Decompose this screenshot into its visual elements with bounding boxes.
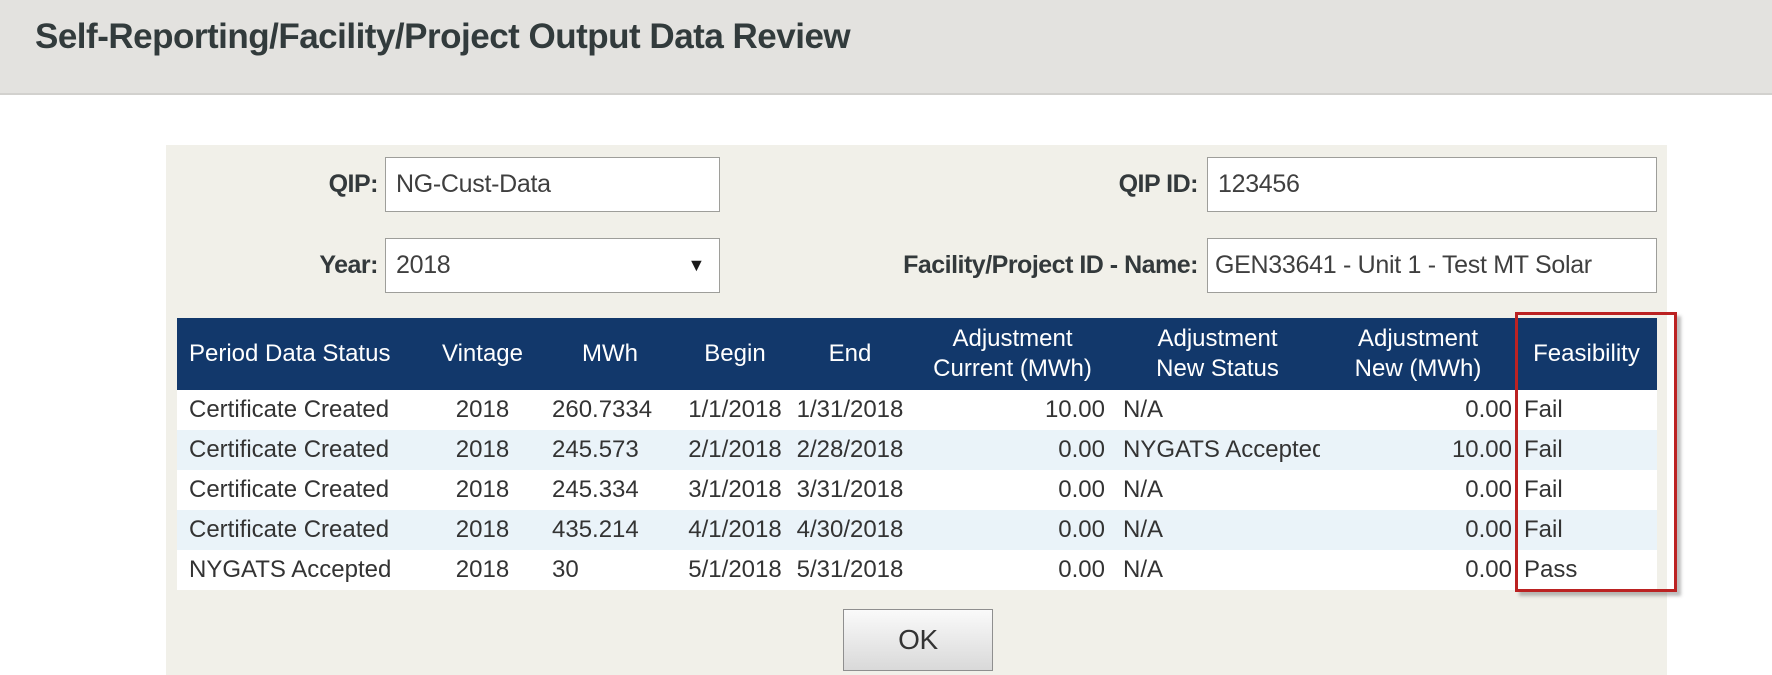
facility-input[interactable] bbox=[1207, 238, 1657, 293]
adj-new-status-cell: N/A bbox=[1123, 556, 1164, 583]
period-status-link[interactable]: Certificate Created bbox=[189, 516, 390, 543]
table-row: Certificate Created 2018 435.214 4/1/201… bbox=[177, 510, 1657, 550]
adj-current-cell: 0.00 bbox=[1058, 436, 1105, 463]
year-dropdown[interactable]: 2018 ▼ bbox=[385, 238, 720, 293]
mwh-cell: 435.214 bbox=[552, 516, 639, 543]
column-header-vintage: Vintage bbox=[425, 318, 540, 390]
page-title: Self-Reporting/Facility/Project Output D… bbox=[35, 17, 851, 56]
feasibility-cell: Pass bbox=[1524, 556, 1578, 583]
qip-id-label: QIP ID: bbox=[1118, 170, 1199, 198]
column-header-mwh: MWh bbox=[540, 318, 680, 390]
table-row: Certificate Created 2018 260.7334 1/1/20… bbox=[177, 390, 1657, 430]
adj-current-cell: 0.00 bbox=[1058, 556, 1105, 583]
adj-new-status-link[interactable]: NYGATS Accepted bbox=[1123, 436, 1320, 463]
vintage-cell: 2018 bbox=[455, 396, 510, 423]
adj-new-cell: 0.00 bbox=[1465, 476, 1512, 503]
begin-cell: 3/1/2018 bbox=[688, 476, 782, 503]
end-cell: 2/28/2018 bbox=[796, 436, 904, 463]
begin-cell: 2/1/2018 bbox=[688, 436, 782, 463]
table-row: Certificate Created 2018 245.334 3/1/201… bbox=[177, 470, 1657, 510]
vintage-cell: 2018 bbox=[455, 436, 510, 463]
qip-input[interactable] bbox=[385, 157, 720, 212]
adj-new-status-cell: N/A bbox=[1123, 516, 1164, 543]
begin-cell: 4/1/2018 bbox=[688, 516, 782, 543]
feasibility-cell: Fail bbox=[1524, 476, 1563, 503]
output-data-table: Period Data Status Vintage MWh Begin End… bbox=[177, 318, 1657, 590]
vintage-cell: 2018 bbox=[455, 556, 510, 583]
feasibility-cell: Fail bbox=[1524, 516, 1563, 543]
column-header-begin: Begin bbox=[680, 318, 790, 390]
adj-new-status-cell: N/A bbox=[1123, 476, 1164, 503]
title-band: Self-Reporting/Facility/Project Output D… bbox=[0, 0, 1772, 95]
table-row: NYGATS Accepted 2018 30 5/1/2018 5/31/20… bbox=[177, 550, 1657, 590]
column-header-adj-new: Adjustment New (MWh) bbox=[1320, 318, 1516, 390]
mwh-cell: 260.7334 bbox=[552, 396, 653, 423]
ok-button[interactable]: OK bbox=[843, 609, 993, 671]
adj-current-cell: 0.00 bbox=[1058, 476, 1105, 503]
table-header-row: Period Data Status Vintage MWh Begin End… bbox=[177, 318, 1657, 390]
adj-new-cell: 0.00 bbox=[1465, 556, 1512, 583]
review-panel: QIP: QIP ID: Year: 2018 ▼ Facility/Proje… bbox=[166, 145, 1677, 675]
begin-cell: 1/1/2018 bbox=[688, 396, 782, 423]
table-row: Certificate Created 2018 245.573 2/1/201… bbox=[177, 430, 1657, 470]
vintage-cell: 2018 bbox=[455, 516, 510, 543]
adj-new-cell: 0.00 bbox=[1465, 396, 1512, 423]
column-header-feasibility: Feasibility bbox=[1516, 318, 1657, 390]
chevron-down-icon: ▼ bbox=[687, 255, 705, 275]
qip-label: QIP: bbox=[328, 170, 379, 198]
begin-cell: 5/1/2018 bbox=[688, 556, 782, 583]
period-status-link[interactable]: NYGATS Accepted bbox=[189, 556, 392, 583]
feasibility-cell: Fail bbox=[1524, 396, 1563, 423]
adj-new-cell: 0.00 bbox=[1465, 516, 1512, 543]
mwh-cell: 30 bbox=[552, 556, 579, 583]
year-dropdown-value: 2018 bbox=[396, 251, 451, 279]
period-status-link[interactable]: Certificate Created bbox=[189, 396, 390, 423]
end-cell: 1/31/2018 bbox=[796, 396, 904, 423]
vintage-cell: 2018 bbox=[455, 476, 510, 503]
mwh-cell: 245.334 bbox=[552, 476, 639, 503]
mwh-cell: 245.573 bbox=[552, 436, 639, 463]
feasibility-cell: Fail bbox=[1524, 436, 1563, 463]
period-status-link[interactable]: Certificate Created bbox=[189, 476, 390, 503]
qip-id-input[interactable] bbox=[1207, 157, 1657, 212]
year-label: Year: bbox=[319, 251, 378, 279]
facility-label: Facility/Project ID - Name: bbox=[903, 251, 1198, 279]
column-header-adj-new-status: Adjustment New Status bbox=[1115, 318, 1320, 390]
adj-current-cell: 10.00 bbox=[1044, 396, 1105, 423]
column-header-adj-current: Adjustment Current (MWh) bbox=[910, 318, 1115, 390]
end-cell: 4/30/2018 bbox=[796, 516, 904, 543]
period-status-link[interactable]: Certificate Created bbox=[189, 436, 390, 463]
end-cell: 3/31/2018 bbox=[796, 476, 904, 503]
adj-new-link[interactable]: 10.00 bbox=[1451, 436, 1512, 463]
column-header-status: Period Data Status bbox=[177, 318, 425, 390]
adj-new-status-cell: N/A bbox=[1123, 396, 1164, 423]
end-cell: 5/31/2018 bbox=[796, 556, 904, 583]
column-header-end: End bbox=[790, 318, 910, 390]
adj-current-cell: 0.00 bbox=[1058, 516, 1105, 543]
